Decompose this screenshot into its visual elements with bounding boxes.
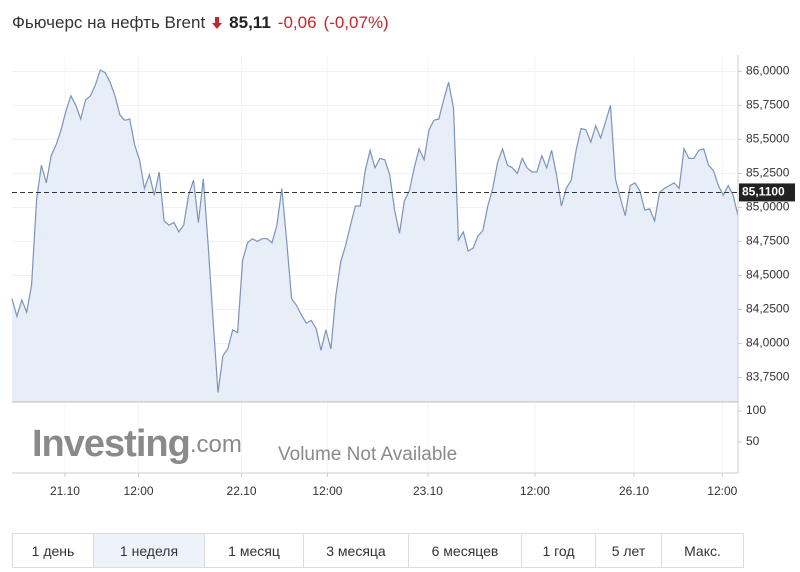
x-tick-label: 12:00 (707, 484, 737, 498)
instrument-title: Фьючерс на нефть Brent (12, 13, 206, 32)
price-change-percent: (-0,07%) (323, 13, 389, 32)
x-tick-label: 12:00 (520, 484, 550, 498)
logo-suffix: .com (190, 431, 242, 458)
current-price-label: 85,1100 (742, 185, 785, 199)
y-tick-label: 85,0000 (746, 200, 790, 214)
y-tick-label: 84,7500 (746, 234, 790, 248)
range-button[interactable]: 6 месяцев (408, 534, 521, 567)
x-tick-label: 21.10 (50, 484, 80, 498)
current-price-badge (739, 183, 795, 202)
x-tick-label: 12:00 (312, 484, 342, 498)
y-tick-label: 85,7500 (746, 98, 790, 112)
line (11, 69, 739, 393)
range-button[interactable]: 1 неделя (93, 534, 204, 567)
header: Фьючерс на нефть Brent 85,11 -0,06 (-0,0… (12, 10, 389, 36)
volume-message: Volume Not Available (278, 444, 457, 465)
range-button[interactable]: 3 месяца (303, 534, 408, 567)
volume-tick-label: 100 (746, 403, 766, 417)
range-button[interactable]: 1 год (521, 534, 595, 567)
range-button[interactable]: 1 месяц (204, 534, 303, 567)
logo-text: Investing (32, 423, 190, 465)
x-tick-label: 26.10 (619, 484, 649, 498)
down-arrow (212, 17, 223, 29)
x-tick-label: 22.10 (227, 484, 257, 498)
y-tick-label: 86,0000 (746, 64, 790, 78)
range-selector: 1 день 1 неделя 1 месяц 3 месяца 6 месяцев 1 … (12, 533, 744, 568)
area (12, 70, 738, 402)
range-button[interactable]: 1 день (13, 534, 93, 567)
x-tick-label: 23.10 (413, 484, 443, 498)
y-tick-label: 84,0000 (746, 336, 790, 350)
range-button[interactable]: Макс. (661, 534, 743, 567)
volume-tick-label: 50 (746, 434, 760, 448)
y-tick-label: 85,5000 (746, 132, 790, 146)
y-tick-label: 85,2500 (746, 166, 790, 180)
logo: Investing.com (32, 423, 242, 465)
range-button[interactable]: 5 лет (595, 534, 661, 567)
y-tick-label: 84,2500 (746, 302, 790, 316)
last-price: 85,11 (229, 13, 271, 32)
y-tick-label: 83,7500 (746, 370, 790, 384)
price-change: -0,06 (277, 13, 317, 32)
x-tick-label: 12:00 (124, 484, 154, 498)
y-tick-label: 84,5000 (746, 268, 790, 282)
chart: 83,7500 84,0000 84,2500 84,5000 84,7500 85,00… (11, 55, 795, 498)
